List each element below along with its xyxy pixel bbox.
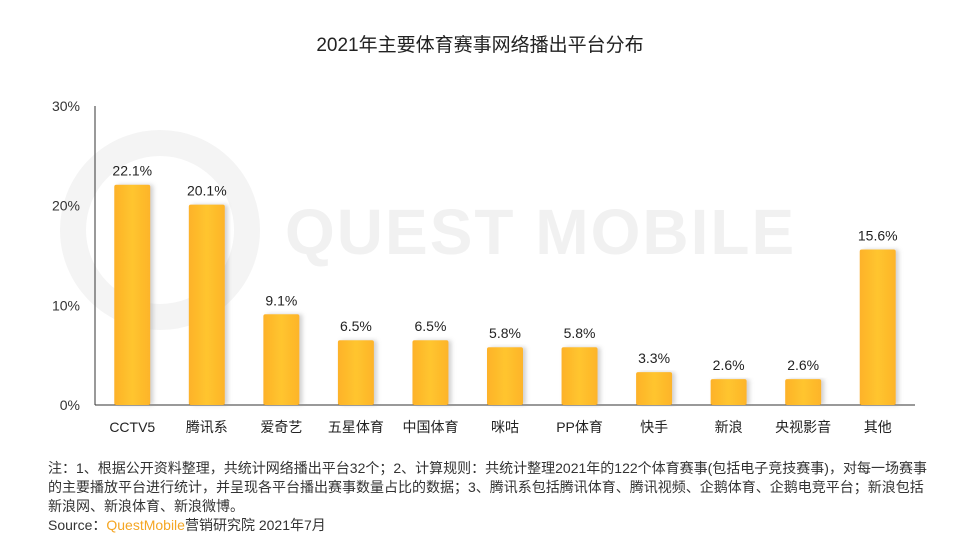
- bar: [188, 204, 225, 405]
- x-tick-label: PP体育: [556, 419, 603, 435]
- chart-title: 2021年主要体育赛事网络播出平台分布: [316, 35, 644, 56]
- watermark: QUEST MOBILE: [285, 196, 797, 268]
- data-label: 6.5%: [414, 318, 446, 334]
- x-tick-label: 咪咕: [491, 419, 519, 435]
- y-tick-label: 20%: [52, 198, 80, 214]
- notes-text: 注：1、根据公开资料整理，共统计网络播出平台32个；2、计算规则：共统计整理20…: [48, 460, 927, 514]
- source-line: Source：QuestMobile营销研究院 2021年7月: [48, 516, 928, 535]
- bar: [337, 340, 374, 405]
- x-tick-label: 新浪: [715, 419, 743, 435]
- y-tick-label: 10%: [52, 297, 80, 313]
- y-tick-label: 30%: [52, 98, 80, 114]
- x-tick-label: 快手: [640, 419, 668, 435]
- x-tick-label: 其他: [864, 419, 892, 435]
- data-label: 20.1%: [187, 183, 227, 199]
- data-label: 22.1%: [112, 163, 152, 179]
- bar: [710, 379, 747, 405]
- data-label: 9.1%: [265, 292, 297, 308]
- source-brand: QuestMobile: [106, 517, 185, 533]
- x-tick-label: 央视影音: [775, 419, 831, 435]
- source-prefix: Source：: [48, 517, 107, 533]
- data-label: 5.8%: [564, 325, 596, 341]
- data-label: 6.5%: [340, 318, 372, 334]
- source-suffix: 营销研究院 2021年7月: [184, 517, 326, 533]
- y-tick-label: 0%: [60, 397, 80, 413]
- bar: [785, 379, 822, 405]
- bar: [412, 340, 449, 405]
- data-label: 2.6%: [787, 357, 819, 373]
- data-label: 3.3%: [638, 350, 670, 366]
- data-label: 5.8%: [489, 325, 521, 341]
- x-tick-label: 五星体育: [328, 419, 384, 435]
- x-tick-label: CCTV5: [109, 419, 155, 435]
- x-tick-label: 爱奇艺: [260, 419, 302, 435]
- bar: [114, 184, 151, 405]
- bar: [487, 347, 523, 405]
- chart-notes: 注：1、根据公开资料整理，共统计网络播出平台32个；2、计算规则：共统计整理20…: [48, 459, 928, 535]
- data-label: 2.6%: [713, 357, 745, 373]
- x-tick-label: 腾讯系: [186, 419, 228, 435]
- x-tick-label: 中国体育: [402, 419, 458, 435]
- bar: [859, 249, 896, 405]
- bar: [636, 372, 673, 405]
- bar: [561, 347, 598, 405]
- bar: [263, 314, 300, 405]
- data-label: 15.6%: [858, 228, 898, 244]
